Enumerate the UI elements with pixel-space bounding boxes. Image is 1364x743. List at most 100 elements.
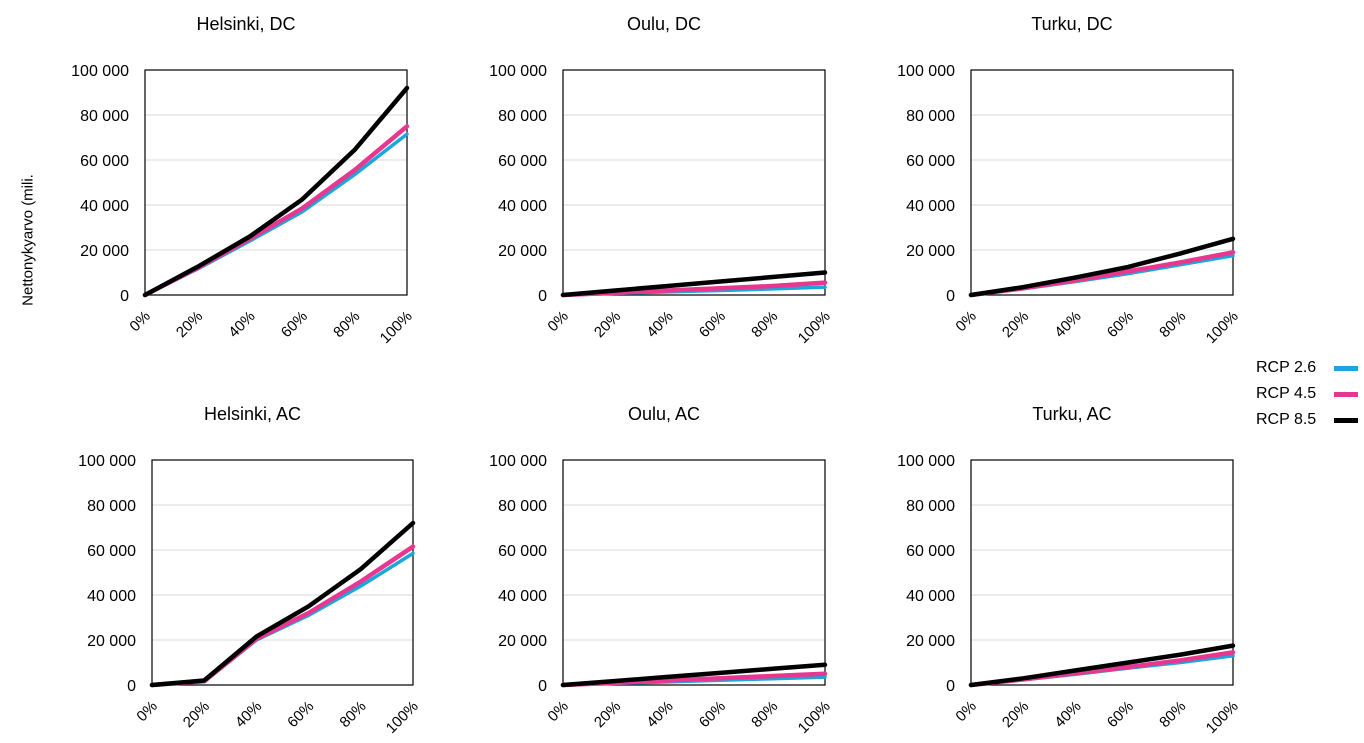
x-tick-label: 80% xyxy=(330,308,363,341)
x-tick-label: 100% xyxy=(1203,308,1242,347)
legend-item-rcp26: RCP 2.6 xyxy=(1256,355,1358,381)
legend-swatch-rcp85 xyxy=(1334,417,1358,423)
x-tick-label: 0% xyxy=(133,698,160,725)
x-tick-label: 20% xyxy=(591,308,624,341)
plot-frame xyxy=(562,69,826,296)
legend-item-rcp85: RCP 8.5 xyxy=(1256,407,1358,433)
legend-swatch-rcp45 xyxy=(1334,391,1358,397)
y-tick-label: 0 xyxy=(946,288,955,305)
chart-title: Helsinki, AC xyxy=(204,404,301,424)
series-line-rcp-4-5 xyxy=(149,544,416,688)
x-tick-label: 20% xyxy=(173,308,206,341)
x-tick-label: 80% xyxy=(748,698,781,731)
y-tick-label: 80 000 xyxy=(80,108,129,125)
series-line-rcp-8-5 xyxy=(560,270,828,298)
x-tick-label: 40% xyxy=(232,698,265,731)
y-tick-label: 60 000 xyxy=(498,153,547,170)
y-tick-label: 60 000 xyxy=(87,543,136,560)
legend-swatch-rcp26 xyxy=(1334,365,1358,371)
y-tick-label: 40 000 xyxy=(87,588,136,605)
chart-helsinki-dc: 0 20 000 40 000 60 000 80 000 100 000 0% 20% 40%… xyxy=(71,14,416,347)
y-tick-label: 20 000 xyxy=(906,243,955,260)
legend-label-rcp26: RCP 2.6 xyxy=(1256,359,1317,376)
legend: RCP 2.6 RCP 4.5 RCP 8.5 xyxy=(1256,355,1358,433)
x-tick-label: 20% xyxy=(999,698,1032,731)
chart-title: Oulu, DC xyxy=(627,14,701,34)
y-tick-label: 80 000 xyxy=(87,498,136,515)
plot-frame xyxy=(970,459,1234,686)
x-tick-label: 100% xyxy=(383,698,422,737)
series-line-rcp-8-5 xyxy=(968,643,1236,688)
y-tick-label: 0 xyxy=(538,288,547,305)
x-tick-label: 100% xyxy=(377,308,416,347)
plot-frame xyxy=(144,69,408,296)
y-tick-label: 80 000 xyxy=(906,108,955,125)
y-tick-label: 60 000 xyxy=(906,153,955,170)
y-tick-label: 20 000 xyxy=(498,243,547,260)
legend-item-rcp45: RCP 4.5 xyxy=(1256,381,1358,407)
x-tick-label: 80% xyxy=(1156,308,1189,341)
chart-turku-ac: 0 20 000 40 000 60 000 80 000 100 000 0% 20% 40%… xyxy=(897,404,1242,737)
x-tick-label: 20% xyxy=(180,698,213,731)
x-tick-label: 40% xyxy=(1051,698,1084,731)
x-tick-label: 60% xyxy=(696,308,729,341)
x-tick-label: 40% xyxy=(225,308,258,341)
x-tick-label: 60% xyxy=(696,698,729,731)
y-tick-label: 0 xyxy=(120,288,129,305)
plot-frame xyxy=(970,69,1234,296)
series-line-rcp-8-5 xyxy=(149,520,416,688)
y-tick-label: 80 000 xyxy=(498,498,547,515)
y-tick-label: 20 000 xyxy=(906,633,955,650)
y-tick-label: 80 000 xyxy=(498,108,547,125)
series-line-rcp-4-5 xyxy=(142,124,410,298)
y-tick-label: 60 000 xyxy=(906,543,955,560)
x-tick-label: 20% xyxy=(591,698,624,731)
y-tick-label: 40 000 xyxy=(906,198,955,215)
y-tick-label: 20 000 xyxy=(498,633,547,650)
plot-frame xyxy=(562,459,826,686)
x-tick-label: 20% xyxy=(999,308,1032,341)
x-tick-label: 80% xyxy=(336,698,369,731)
y-tick-label: 100 000 xyxy=(78,453,136,470)
y-axis-label: Nettonykyarvo (mili. xyxy=(19,174,37,306)
x-tick-label: 0% xyxy=(952,698,979,725)
x-tick-label: 60% xyxy=(1104,308,1137,341)
y-tick-label: 60 000 xyxy=(498,543,547,560)
x-tick-label: 100% xyxy=(795,308,834,347)
y-tick-label: 40 000 xyxy=(80,198,129,215)
chart-oulu-ac: 0 20 000 40 000 60 000 80 000 100 000 0% 20% 40%… xyxy=(489,404,834,737)
chart-oulu-dc: 0 20 000 40 000 60 000 80 000 100 000 0% 20% 40%… xyxy=(489,14,834,347)
x-tick-label: 40% xyxy=(643,698,676,731)
chart-title: Turku, AC xyxy=(1032,404,1111,424)
series-line-rcp-8-5 xyxy=(560,662,828,688)
x-tick-label: 60% xyxy=(1104,698,1137,731)
chart-turku-dc: 0 20 000 40 000 60 000 80 000 100 000 0% 20% 40%… xyxy=(897,14,1242,347)
x-tick-label: 40% xyxy=(643,308,676,341)
series-line-rcp-8-5 xyxy=(968,236,1236,298)
x-tick-label: 0% xyxy=(544,308,571,335)
chart-title: Oulu, AC xyxy=(628,404,700,424)
y-tick-label: 40 000 xyxy=(498,588,547,605)
x-tick-label: 80% xyxy=(748,308,781,341)
y-tick-label: 80 000 xyxy=(906,498,955,515)
x-tick-label: 100% xyxy=(1203,698,1242,737)
y-tick-label: 40 000 xyxy=(498,198,547,215)
y-tick-label: 100 000 xyxy=(897,63,955,80)
y-tick-label: 20 000 xyxy=(87,633,136,650)
x-tick-label: 0% xyxy=(544,698,571,725)
x-tick-label: 100% xyxy=(795,698,834,737)
x-tick-label: 0% xyxy=(952,308,979,335)
chart-title: Turku, DC xyxy=(1031,14,1112,34)
plot-frame xyxy=(151,459,414,686)
series-line-rcp-8-5 xyxy=(142,85,410,298)
y-tick-label: 40 000 xyxy=(906,588,955,605)
chart-helsinki-ac: 0 20 000 40 000 60 000 80 000 100 000 0% 20% 40%… xyxy=(78,404,422,737)
y-tick-label: 0 xyxy=(538,678,547,695)
y-tick-label: 100 000 xyxy=(489,63,547,80)
x-tick-label: 60% xyxy=(278,308,311,341)
x-tick-label: 40% xyxy=(1051,308,1084,341)
x-tick-label: 60% xyxy=(284,698,317,731)
y-tick-label: 100 000 xyxy=(71,63,129,80)
y-tick-label: 0 xyxy=(127,678,136,695)
